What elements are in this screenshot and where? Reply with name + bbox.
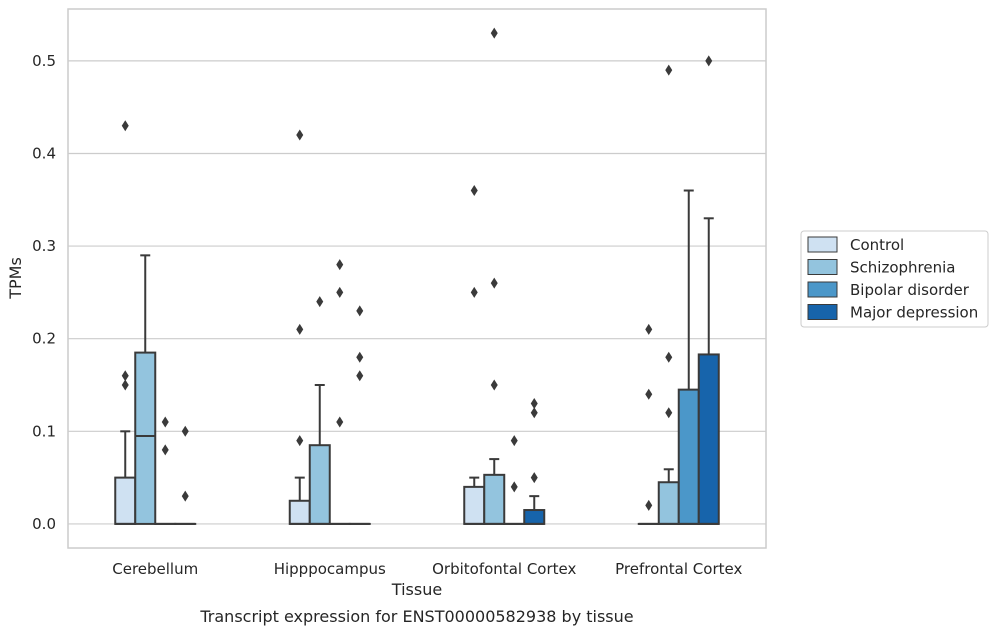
legend-frame [800, 230, 989, 328]
box-body [134, 351, 157, 525]
box-schizophrenia [308, 296, 331, 525]
legend: Control Schizophrenia Bipolar disorder Majo… [800, 230, 989, 328]
outlier-point [356, 305, 364, 317]
outlier-point [665, 407, 673, 419]
outlier-point [530, 472, 538, 484]
plot-frame [67, 8, 767, 549]
outlier-point [296, 323, 304, 335]
outlier-point [665, 351, 673, 363]
box-major-depression [348, 305, 371, 525]
y-tick-label: 0.0 [32, 515, 56, 533]
legend-swatch [807, 236, 838, 253]
outlier-point [490, 27, 498, 39]
box-body [657, 481, 680, 525]
x-axis-label: Tissue [391, 580, 442, 599]
y-tick-label: 0.4 [32, 144, 56, 162]
outlier-point [510, 481, 518, 493]
outlier-point [336, 416, 344, 428]
outlier-point [645, 388, 653, 400]
legend-label: Major depression [850, 304, 978, 322]
outlier-point [336, 259, 344, 271]
legend-swatch [807, 304, 838, 320]
x-tick-label: Prefrontal Cortex [615, 560, 742, 578]
outlier-point [470, 286, 478, 298]
legend-label: Bipolar disorder [850, 281, 970, 299]
legend-label: Control [850, 236, 904, 254]
outlier-point [181, 425, 189, 437]
legend-swatch [807, 281, 838, 298]
box-bipolar-disorder [503, 435, 526, 525]
x-tick-label: Hipppocampus [274, 560, 386, 578]
outlier-point [161, 444, 169, 456]
outlier-point [665, 64, 673, 76]
outlier-point [530, 398, 538, 410]
outlier-point [336, 286, 344, 298]
x-tick-label: Cerebellum [112, 560, 198, 578]
box-body [114, 476, 137, 525]
box-schizophrenia [134, 254, 157, 525]
box-major-depression [697, 55, 720, 525]
box-body [677, 388, 700, 525]
outlier-point [645, 499, 653, 511]
y-tick-label: 0.1 [32, 422, 56, 440]
y-tick-label: 0.2 [32, 330, 56, 348]
y-tick-label: 0.5 [32, 52, 56, 70]
y-tick-label: 0.3 [32, 237, 56, 255]
box-body [697, 353, 720, 525]
box-control [288, 129, 311, 525]
box-body [288, 499, 311, 525]
outlier-point [510, 435, 518, 447]
box-groups [114, 27, 720, 525]
box-body [463, 485, 486, 525]
outlier-point [316, 296, 324, 308]
legend-label: Schizophrenia [850, 259, 955, 277]
outlier-point [121, 379, 129, 391]
outlier-point [705, 55, 713, 67]
outlier-point [296, 129, 304, 141]
outlier-point [645, 323, 653, 335]
y-axis-label: TPMs [6, 257, 25, 300]
outlier-point [490, 379, 498, 391]
box-major-depression [174, 425, 197, 525]
x-axis-ticks: Cerebellum Hipppocampus Orbitofontal Corte… [112, 560, 742, 578]
outlier-point [356, 351, 364, 363]
box-body [523, 509, 546, 525]
outlier-point [470, 185, 478, 197]
plot-area [68, 9, 766, 548]
box-major-depression [523, 398, 546, 525]
box-body [308, 444, 331, 525]
box-schizophrenia [483, 27, 506, 525]
box-body [483, 473, 506, 525]
box-bipolar-disorder [154, 416, 177, 525]
outlier-point [161, 416, 169, 428]
outlier-point [121, 120, 129, 132]
outlier-point [181, 490, 189, 502]
box-schizophrenia [657, 64, 680, 525]
legend-swatch [807, 259, 838, 275]
chart-caption: Transcript expression for ENST0000058293… [199, 607, 633, 626]
x-tick-label: Orbitofontal Cortex [432, 560, 576, 578]
y-axis-ticks: 0.0 0.1 0.2 0.3 0.4 0.5 [32, 52, 56, 533]
box-bipolar-disorder [677, 189, 700, 525]
outlier-point [121, 370, 129, 382]
outlier-point [356, 370, 364, 382]
box-bipolar-disorder [328, 259, 351, 525]
outlier-point [490, 277, 498, 289]
outlier-point [296, 435, 304, 447]
outlier-point [530, 407, 538, 419]
